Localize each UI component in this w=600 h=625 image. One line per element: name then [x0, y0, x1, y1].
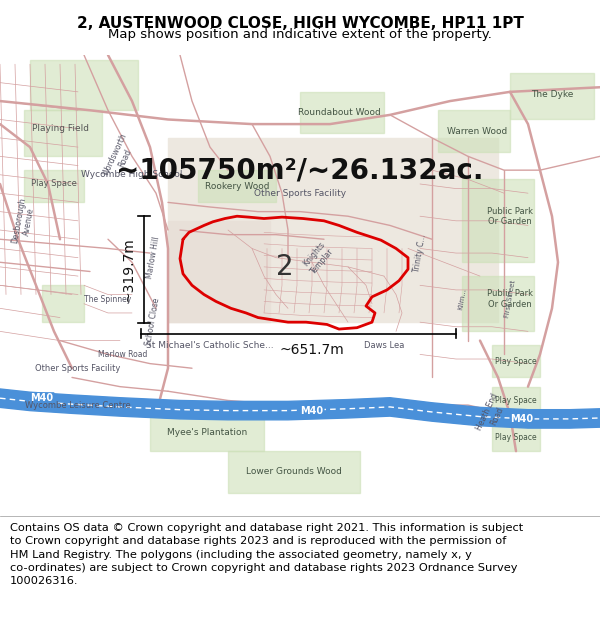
Text: M40: M40	[31, 393, 53, 403]
Bar	[492, 345, 540, 378]
Text: Public Park
Or Garden: Public Park Or Garden	[487, 289, 533, 309]
Bar	[24, 170, 84, 202]
Text: M40: M40	[511, 414, 533, 424]
Bar	[492, 387, 540, 414]
Text: Play Space: Play Space	[495, 396, 537, 405]
Bar	[168, 138, 498, 322]
Text: M40: M40	[301, 406, 323, 416]
Bar	[42, 285, 84, 322]
Text: Marlow Hill: Marlow Hill	[145, 236, 161, 279]
Text: Contains OS data © Crown copyright and database right 2021. This information is : Contains OS data © Crown copyright and d…	[10, 523, 523, 586]
Bar	[438, 110, 510, 152]
Text: First Street: First Street	[504, 280, 516, 318]
Text: Playing Field: Playing Field	[32, 124, 89, 133]
Bar	[198, 170, 276, 202]
Text: Knights
Templar: Knights Templar	[301, 240, 335, 276]
Text: Trinity C...: Trinity C...	[412, 233, 428, 272]
Bar	[24, 110, 102, 156]
Text: Wycombe Leisure Centre: Wycombe Leisure Centre	[25, 401, 131, 409]
Text: Play Space: Play Space	[31, 179, 77, 189]
Text: Warren Wood: Warren Wood	[447, 126, 507, 136]
Bar	[150, 414, 264, 451]
Bar	[492, 424, 540, 451]
Text: Wordsworth
Road: Wordsworth Road	[101, 131, 139, 181]
Text: Wycombe High School: Wycombe High School	[81, 170, 183, 179]
Bar	[30, 59, 138, 110]
Text: Play Space: Play Space	[495, 357, 537, 366]
Text: Rookery Wood: Rookery Wood	[205, 182, 269, 191]
Text: Play Space: Play Space	[495, 433, 537, 442]
Text: ~319.7m: ~319.7m	[121, 238, 135, 302]
Text: The Dyke: The Dyke	[531, 89, 573, 99]
Bar	[510, 73, 594, 119]
Text: Other Sports Facility: Other Sports Facility	[35, 364, 121, 372]
Bar	[462, 276, 534, 331]
Text: Marlow Road: Marlow Road	[98, 350, 148, 359]
Text: 2: 2	[276, 253, 294, 281]
Bar	[462, 179, 534, 262]
Text: Map shows position and indicative extent of the property.: Map shows position and indicative extent…	[108, 28, 492, 41]
Text: Desborough
Avenue: Desborough Avenue	[10, 196, 38, 246]
Text: Roundabout Wood: Roundabout Wood	[298, 108, 380, 117]
Text: St Michael's Catholic Sche...: St Michael's Catholic Sche...	[146, 341, 274, 350]
Text: Kilm...: Kilm...	[457, 288, 467, 311]
Text: Public Park
Or Garden: Public Park Or Garden	[487, 206, 533, 226]
Bar	[228, 451, 360, 493]
Text: ~651.7m: ~651.7m	[280, 343, 344, 357]
Bar	[168, 221, 270, 322]
Text: The Spinney: The Spinney	[85, 294, 131, 304]
Text: Other Sports Facility: Other Sports Facility	[254, 189, 346, 198]
Text: School Close: School Close	[145, 298, 161, 347]
Text: ~105750m²/~26.132ac.: ~105750m²/~26.132ac.	[116, 156, 484, 184]
Text: 2, AUSTENWOOD CLOSE, HIGH WYCOMBE, HP11 1PT: 2, AUSTENWOOD CLOSE, HIGH WYCOMBE, HP11 …	[77, 16, 523, 31]
Bar	[300, 92, 384, 133]
Text: Lower Grounds Wood: Lower Grounds Wood	[246, 468, 342, 476]
Text: Heath End
Road: Heath End Road	[475, 392, 509, 436]
Text: Daws Lea: Daws Lea	[364, 341, 404, 350]
Text: Myee's Plantation: Myee's Plantation	[167, 428, 247, 438]
